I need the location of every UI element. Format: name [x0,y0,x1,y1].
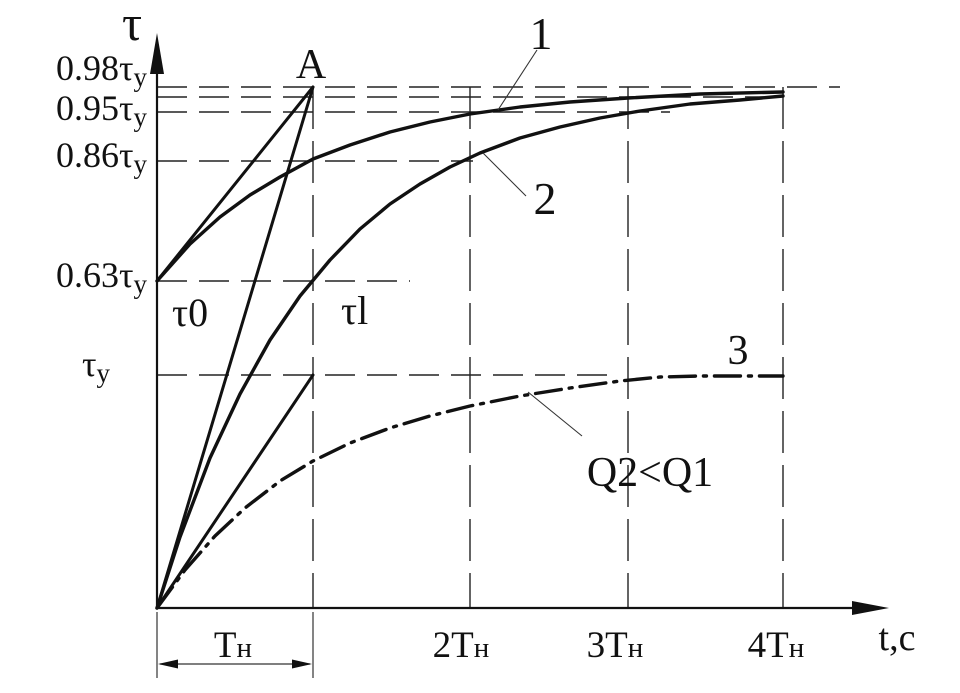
curve-3-label: 3 [728,328,749,374]
x-axis-arrow-icon [852,601,889,615]
label-3tn: 3Тн [587,625,644,666]
label-1tn: Тн [214,625,252,666]
flow-note-label: Q2<Q1 [587,450,713,496]
x-tick-labels: Тн 2Тн 3Тн 4Тн [214,625,804,666]
vertical-guides [312,87,784,608]
y-axis [150,33,164,608]
y-axis-title: τ [122,0,142,51]
tn-dimension [156,612,314,678]
curve-2 [155,94,785,610]
leader-curve-2 [482,152,527,197]
tangent-origin-to-A [155,85,315,610]
x-axis [157,601,889,615]
tangent-tau0-label: τ0 [172,290,208,335]
curve-1-label: 1 [530,8,553,59]
tangent-lines [155,85,315,610]
label-4tn: 4Тн [748,625,805,666]
y-level-labels: 0.98τy 0.95τy 0.86τy 0.63τy τy [56,48,147,388]
label-ty: τy [82,344,110,388]
label-098ty: 0.98τy [56,48,147,92]
label-063ty: 0.63τy [56,255,147,299]
point-a-label: A [296,42,327,88]
leader-curve-1 [497,49,538,111]
dim-arrow-right-icon [292,659,312,669]
tangent-taul-label: τl [341,288,368,333]
x-axis-title: t,c [879,617,916,659]
label-2tn: 2Тн [433,625,490,666]
tangent-063-to-A [155,85,315,283]
label-095ty: 0.95τy [56,88,147,132]
curve-2-label: 2 [534,173,557,224]
curve-1 [155,90,785,283]
curve-3 [155,374,785,610]
tangent-curve3 [155,373,315,610]
leader-flow-note [527,391,583,437]
label-086ty: 0.86τy [56,135,147,179]
dim-arrow-left-icon [158,659,178,669]
y-axis-arrow-icon [150,33,164,74]
horizontal-guides [157,86,840,376]
